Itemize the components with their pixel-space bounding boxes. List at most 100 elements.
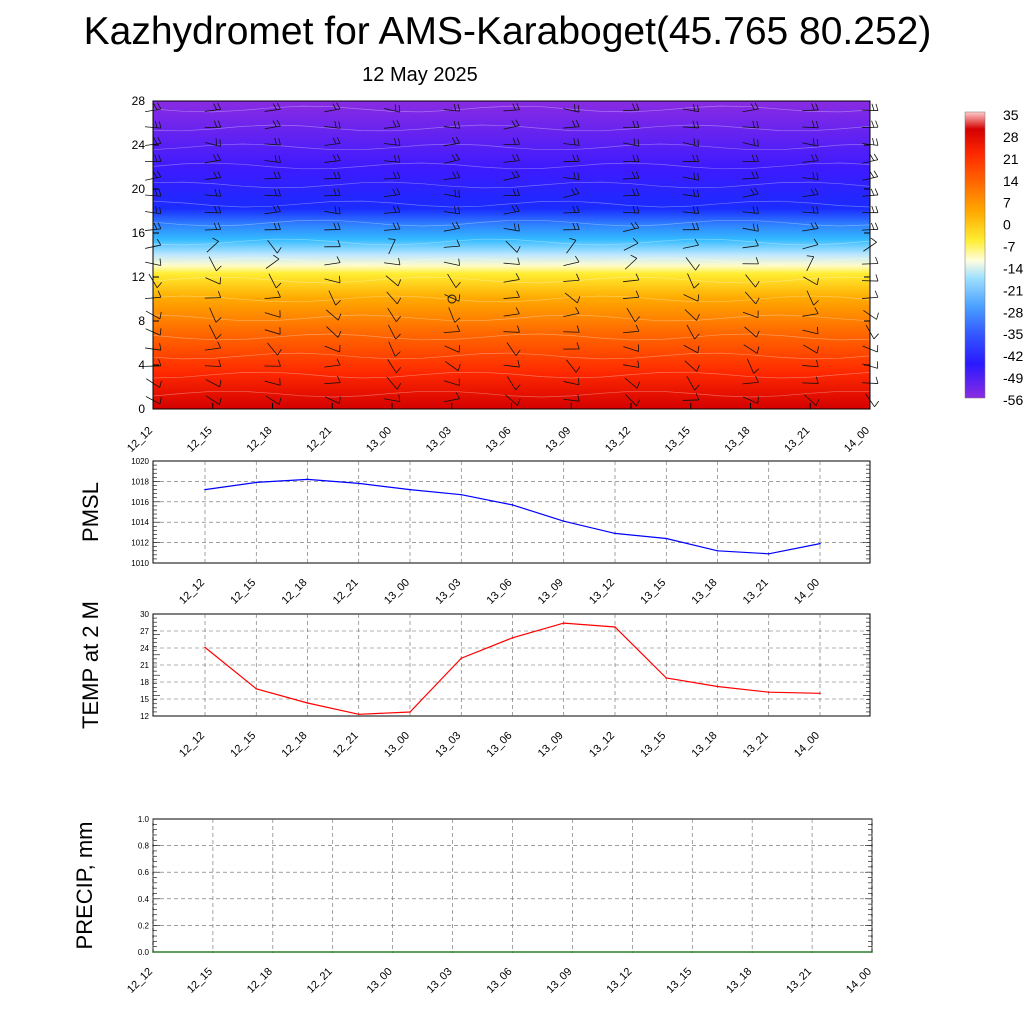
wind-barb [505,240,521,253]
y-tick-label: 1.0 [138,815,150,824]
colorbar-label: -56 [1003,392,1023,408]
wind-barb [443,324,461,333]
wind-barb [623,273,640,283]
wind-barb [622,171,640,180]
y-tick-label: 1016 [131,498,149,507]
x-tick-label: 13_03 [433,577,463,607]
wind-barb [682,238,699,249]
wind-barb [384,257,401,266]
wind-barb [742,239,759,249]
wind-barb [204,189,222,197]
wind-barb [743,396,759,404]
y-tick-label: 28 [132,94,146,108]
wind-barb [802,359,819,368]
data-point [306,702,309,704]
x-tick-label: 12_21 [331,577,361,607]
x-tick-label: 13_12 [587,577,617,607]
wind-barb [324,358,341,368]
y-tick-label: 1014 [131,518,149,527]
data-point [409,488,411,491]
wind-barb [387,359,401,374]
wind-barb [802,172,819,180]
y-axis-label: PMSL [78,482,103,542]
y-tick-label: 8 [138,314,145,328]
wind-barb [623,360,640,368]
wind-barb [206,237,219,253]
temp-panel: 12 15 18 21 24 27 30 12_12 12_15 12_18 12_21 13_00 1… [78,601,871,760]
wind-barb [384,394,401,403]
wind-barb [267,342,282,356]
x-tick-label: 13_15 [638,577,668,607]
colorbar-strip [964,111,986,399]
wind-barb [622,120,640,128]
data-point [767,553,770,555]
y-tick-label: 16 [132,226,146,240]
y-tick-label: 24 [140,644,149,653]
data-point [255,688,258,690]
wind-barb [563,222,580,231]
wind-barb [625,394,641,407]
data-point [562,520,565,522]
x-tick-label: 12_21 [305,966,335,996]
wind-barb [324,222,341,231]
wind-barb [204,120,222,129]
wind-barb [324,239,341,248]
wind-barb [624,254,638,270]
contour-line [152,238,871,246]
wind-barb [622,206,640,214]
wind-barb [563,205,580,214]
wind-barb [563,342,580,350]
wind-barb [743,344,760,354]
data-point [460,657,463,659]
x-tick-label: 12_18 [280,577,310,607]
wind-barb [324,275,341,284]
y-tick-label: 1020 [131,457,149,466]
wind-barb [384,137,401,146]
x-tick-label: 13_15 [663,425,693,455]
wind-barb [503,257,520,265]
wind-barb [623,344,640,352]
x-tick-label: 13_12 [603,425,633,455]
wind-barb [563,325,580,333]
data-point [451,951,454,953]
wind-barb [742,206,759,214]
data-point [819,542,821,545]
wind-barb [622,324,640,334]
colorbar-label: -42 [1003,348,1023,364]
x-tick-label: 12_12 [177,577,207,607]
wind-barb [682,120,700,129]
x-tick-label: 13_00 [382,577,412,607]
x-tick-label: 13_09 [543,425,573,455]
x-tick-label: 13_09 [544,966,574,996]
colorbar-label: 35 [1003,107,1019,123]
wind-barb [744,326,760,338]
wind-barb [204,171,222,180]
y-tick-label: 0.8 [138,842,150,851]
wind-barb [443,258,460,266]
wind-barb [264,327,281,335]
wind-barb [204,290,222,299]
wind-barb [622,188,640,197]
wind-barb [324,102,341,113]
wind-barb [264,205,281,215]
wind-barb [444,294,461,302]
wind-barb [682,206,700,214]
wind-barb [388,341,401,357]
wind-barb [445,361,461,372]
data-point [665,677,668,679]
x-tick-label: 13_18 [723,425,753,455]
x-tick-label: 12_15 [228,577,258,607]
x-tick-label: 13_21 [782,425,812,455]
wind-barb [443,239,461,248]
wind-barb [268,273,282,289]
x-tick-label: 13_06 [485,730,515,760]
wind-barb [324,188,341,197]
y-tick-label: 21 [140,661,149,670]
y-tick-label: 1018 [131,477,149,486]
wind-barb [683,344,700,354]
contour-line [152,162,871,170]
wind-barb [802,206,819,214]
wind-barb [264,310,281,318]
wind-barb [742,257,759,265]
